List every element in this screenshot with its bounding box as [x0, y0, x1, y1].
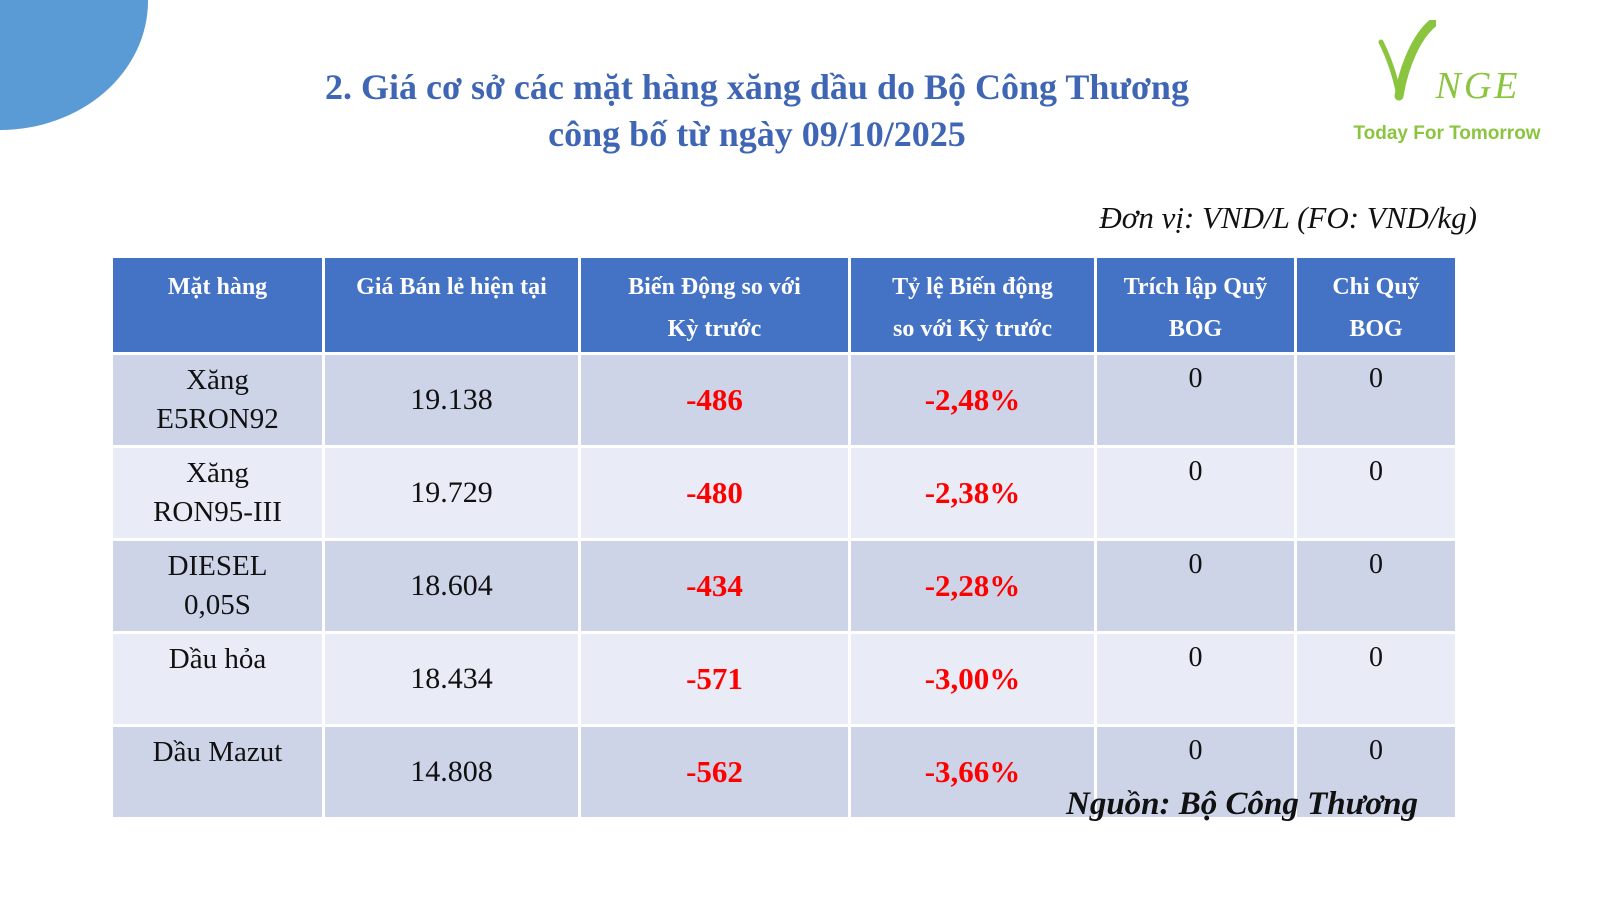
cell-price: 19.138	[325, 355, 578, 445]
cell-fund-spend: 0	[1297, 355, 1455, 445]
cell-product: Dầu Mazut	[113, 727, 322, 817]
cell-fund-allocate: 0	[1097, 727, 1294, 817]
cell-fund-allocate: 0	[1097, 448, 1294, 538]
source-note: Nguồn: Bộ Công Thương	[1066, 786, 1418, 822]
cell-fund-allocate: 0	[1097, 355, 1294, 445]
vnge-logo: NGE Today For Tomorrow	[1342, 18, 1552, 145]
table-header-row: Mặt hàng Giá Bán lẻ hiện tại Biến Động s…	[113, 258, 1455, 352]
cell-change-pct: -3,00%	[851, 634, 1094, 724]
cell-product: DIESEL 0,05S	[113, 541, 322, 631]
cell-product: Xăng E5RON92	[113, 355, 322, 445]
cell-change-pct: -2,28%	[851, 541, 1094, 631]
page-title-line1: 2. Giá cơ sở các mặt hàng xăng dầu do Bộ…	[325, 67, 1189, 107]
column-header-fund-allocate: Trích lập Quỹ BOG	[1097, 258, 1294, 352]
cell-fund-spend: 0	[1297, 448, 1455, 538]
cell-fund-allocate: 0	[1097, 541, 1294, 631]
logo-text: NGE	[1435, 65, 1521, 107]
logo-v-checkmark-icon	[1374, 18, 1437, 109]
table-row: Xăng E5RON92 19.138 -486 -2,48% 0 0	[113, 355, 1455, 445]
column-header-change: Biến Động so với Kỳ trước	[581, 258, 848, 352]
cell-change: -480	[581, 448, 848, 538]
cell-change: -434	[581, 541, 848, 631]
cell-product: Dầu hỏa	[113, 634, 322, 724]
cell-change: -486	[581, 355, 848, 445]
cell-change-pct: -3,66%	[851, 727, 1094, 817]
cell-fund-spend: 0	[1297, 634, 1455, 724]
logo-name: NGE	[1374, 18, 1521, 109]
cell-fund-spend: 0	[1297, 727, 1455, 817]
table-row: Dầu Mazut 14.808 -562 -3,66% 0 0	[113, 727, 1455, 817]
cell-fund-spend: 0	[1297, 541, 1455, 631]
unit-note: Đơn vị: VND/L (FO: VND/kg)	[1099, 200, 1477, 235]
table-row: Xăng RON95-III 19.729 -480 -2,38% 0 0	[113, 448, 1455, 538]
cell-fund-allocate: 0	[1097, 634, 1294, 724]
cell-price: 18.604	[325, 541, 578, 631]
cell-change-pct: -2,38%	[851, 448, 1094, 538]
fuel-price-table: Mặt hàng Giá Bán lẻ hiện tại Biến Động s…	[110, 255, 1458, 820]
cell-price: 18.434	[325, 634, 578, 724]
column-header-fund-spend: Chi Quỹ BOG	[1297, 258, 1455, 352]
logo-tagline: Today For Tomorrow	[1353, 123, 1541, 144]
table-row: DIESEL 0,05S 18.604 -434 -2,28% 0 0	[113, 541, 1455, 631]
cell-price: 19.729	[325, 448, 578, 538]
column-header-product: Mặt hàng	[113, 258, 322, 352]
decorative-corner-shape	[0, 0, 148, 130]
page-title-line2: công bố từ ngày 09/10/2025	[548, 114, 966, 154]
table-row: Dầu hỏa 18.434 -571 -3,00% 0 0	[113, 634, 1455, 724]
column-header-change-pct: Tỷ lệ Biến động so với Kỳ trước	[851, 258, 1094, 352]
cell-change: -571	[581, 634, 848, 724]
page-title: 2. Giá cơ sở các mặt hàng xăng dầu do Bộ…	[157, 64, 1357, 158]
cell-change: -562	[581, 727, 848, 817]
cell-change-pct: -2,48%	[851, 355, 1094, 445]
cell-price: 14.808	[325, 727, 578, 817]
column-header-retail-price: Giá Bán lẻ hiện tại	[325, 258, 578, 352]
cell-product: Xăng RON95-III	[113, 448, 322, 538]
